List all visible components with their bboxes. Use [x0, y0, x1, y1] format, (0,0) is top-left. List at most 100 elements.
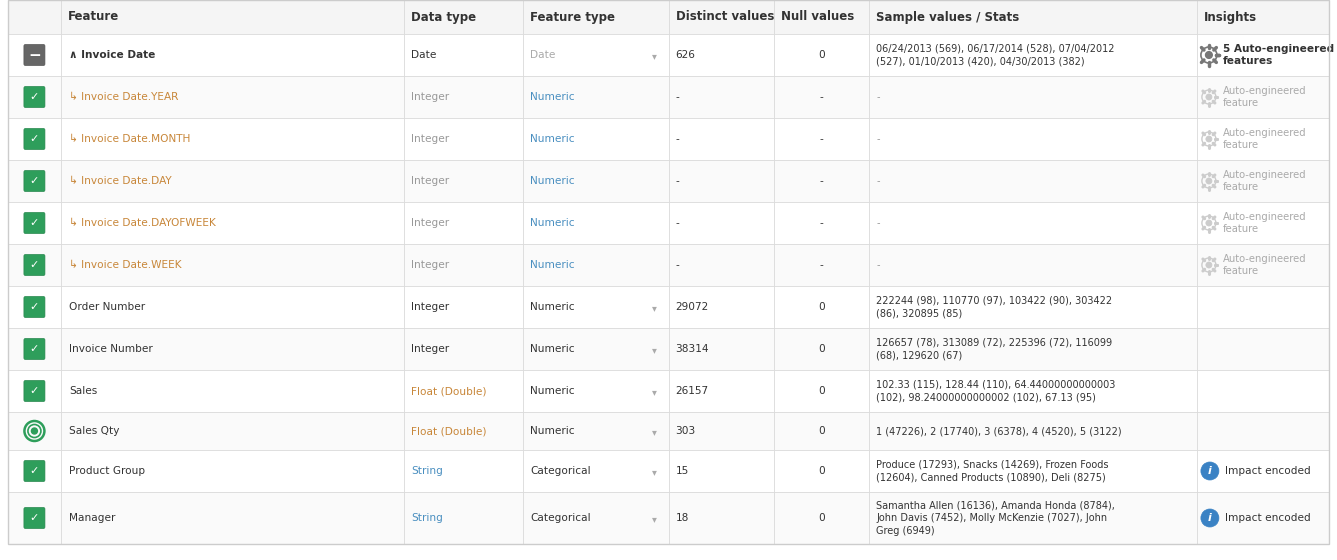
Bar [404, 160, 523, 202]
Bar [1197, 202, 1329, 244]
Text: -: - [876, 92, 880, 102]
Text: -: - [876, 176, 880, 186]
Bar [1197, 450, 1329, 492]
Text: -: - [876, 134, 880, 144]
Text: ↳ Invoice Date.WEEK: ↳ Invoice Date.WEEK [68, 260, 182, 270]
Bar [404, 412, 523, 450]
Bar [8, 76, 62, 118]
Text: 126657 (78), 313089 (72), 225396 (72), 116099: 126657 (78), 313089 (72), 225396 (72), 1… [876, 338, 1112, 348]
Text: Product Group: Product Group [68, 466, 144, 476]
Text: (68), 129620 (67): (68), 129620 (67) [876, 351, 963, 361]
FancyBboxPatch shape [24, 338, 45, 360]
Text: Samantha Allen (16136), Amanda Honda (8784),: Samantha Allen (16136), Amanda Honda (87… [876, 500, 1115, 510]
Text: Auto-engineered: Auto-engineered [1223, 128, 1306, 138]
Bar [869, 160, 1197, 202]
Text: Feature type: Feature type [531, 11, 615, 24]
Bar [869, 34, 1197, 76]
Text: Manager: Manager [68, 513, 115, 523]
Text: Integer: Integer [412, 344, 449, 354]
Text: Numeric: Numeric [531, 386, 575, 396]
Bar [1197, 412, 1329, 450]
Text: Data type: Data type [412, 11, 476, 24]
Circle shape [1206, 262, 1211, 268]
Text: Auto-engineered: Auto-engineered [1223, 170, 1306, 180]
Text: Invoice Number: Invoice Number [68, 344, 152, 354]
Text: (102), 98.24000000000002 (102), 67.13 (95): (102), 98.24000000000002 (102), 67.13 (9… [876, 393, 1096, 403]
Bar [668, 244, 774, 286]
Bar [8, 244, 62, 286]
Bar [8, 160, 62, 202]
Bar [774, 370, 869, 412]
Text: ▾: ▾ [652, 303, 656, 313]
Bar [404, 328, 523, 370]
Text: Insights: Insights [1203, 11, 1257, 24]
Bar [8, 328, 62, 370]
Text: (86), 320895 (85): (86), 320895 (85) [876, 309, 963, 319]
Text: Integer: Integer [412, 134, 449, 144]
Bar [523, 244, 668, 286]
Text: ▾: ▾ [652, 514, 656, 524]
Text: -: - [675, 218, 679, 228]
Bar [668, 34, 774, 76]
Text: 0: 0 [818, 386, 825, 396]
Text: 5 Auto-engineered: 5 Auto-engineered [1223, 44, 1334, 54]
Bar [523, 160, 668, 202]
Text: Float (Double): Float (Double) [412, 426, 487, 436]
Text: 0: 0 [818, 344, 825, 354]
Text: i: i [1207, 466, 1211, 476]
Bar [523, 450, 668, 492]
Bar [404, 34, 523, 76]
Text: Greg (6949): Greg (6949) [876, 526, 935, 536]
Circle shape [1206, 52, 1213, 58]
Bar [774, 412, 869, 450]
Text: (527), 01/10/2013 (420), 04/30/2013 (382): (527), 01/10/2013 (420), 04/30/2013 (382… [876, 57, 1084, 67]
Bar [869, 328, 1197, 370]
Bar [668, 76, 774, 118]
Text: Date: Date [531, 50, 556, 60]
Bar [8, 34, 62, 76]
Bar [1197, 34, 1329, 76]
Bar [8, 286, 62, 328]
Text: 222244 (98), 110770 (97), 103422 (90), 303422: 222244 (98), 110770 (97), 103422 (90), 3… [876, 296, 1112, 306]
FancyBboxPatch shape [24, 507, 45, 529]
Circle shape [1201, 462, 1219, 480]
Circle shape [1206, 220, 1211, 226]
FancyBboxPatch shape [24, 170, 45, 192]
Text: Categorical: Categorical [531, 466, 591, 476]
Bar [8, 202, 62, 244]
Text: ▾: ▾ [652, 467, 656, 477]
Bar [869, 492, 1197, 544]
Bar [404, 0, 523, 34]
Text: Order Number: Order Number [68, 302, 144, 312]
Bar [869, 412, 1197, 450]
Bar [8, 118, 62, 160]
Bar [523, 118, 668, 160]
Text: Integer: Integer [412, 92, 449, 102]
Bar [62, 76, 404, 118]
Text: Numeric: Numeric [531, 176, 575, 186]
Bar [523, 328, 668, 370]
Bar [62, 244, 404, 286]
Text: Integer: Integer [412, 302, 449, 312]
Text: Numeric: Numeric [531, 302, 575, 312]
Circle shape [1206, 178, 1211, 184]
Text: ✓: ✓ [29, 134, 39, 144]
Bar [8, 0, 62, 34]
Text: -: - [876, 260, 880, 270]
Bar [869, 0, 1197, 34]
Bar [1197, 328, 1329, 370]
Text: features: features [1223, 57, 1273, 67]
Bar [869, 118, 1197, 160]
Bar [668, 202, 774, 244]
Text: ✓: ✓ [29, 513, 39, 523]
Text: Numeric: Numeric [531, 92, 575, 102]
Text: feature: feature [1223, 99, 1259, 109]
Bar [8, 412, 62, 450]
Text: -: - [820, 134, 824, 144]
Text: Impact encoded: Impact encoded [1225, 513, 1310, 523]
Text: John Davis (7452), Molly McKenzie (7027), John: John Davis (7452), Molly McKenzie (7027)… [876, 513, 1107, 523]
Bar [774, 118, 869, 160]
Text: ▾: ▾ [652, 387, 656, 397]
FancyBboxPatch shape [24, 128, 45, 150]
Bar [869, 370, 1197, 412]
